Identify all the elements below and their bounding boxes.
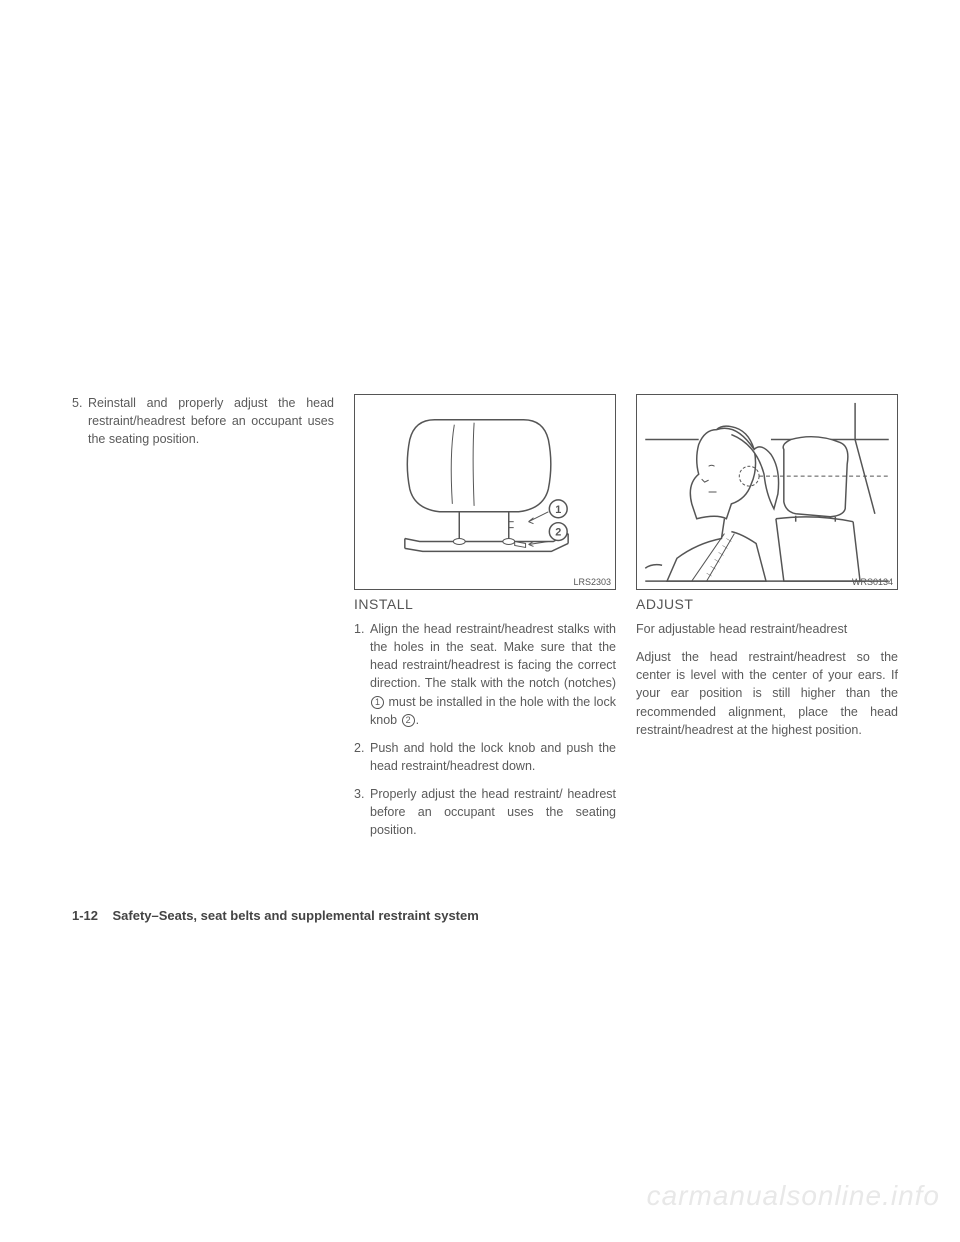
list-item-5: 5. Reinstall and properly adjust the hea… bbox=[72, 394, 334, 448]
adjust-para-1: For adjustable head restraint/headrest bbox=[636, 620, 898, 638]
list-number: 5. bbox=[72, 394, 88, 448]
circled-1-icon: 1 bbox=[371, 696, 384, 709]
figure-label: WRS0134 bbox=[852, 577, 893, 587]
list-number: 1. bbox=[354, 620, 370, 729]
section-title: Safety–Seats, seat belts and supplementa… bbox=[112, 908, 478, 923]
install-step-2: 2. Push and hold the lock knob and push … bbox=[354, 739, 616, 775]
svg-text:1: 1 bbox=[555, 504, 561, 516]
circled-2-icon: 2 bbox=[402, 714, 415, 727]
list-text: Push and hold the lock knob and push the… bbox=[370, 739, 616, 775]
page-footer: 1-12 Safety–Seats, seat belts and supple… bbox=[72, 908, 479, 923]
text-part-c: . bbox=[416, 713, 419, 727]
column-1: 5. Reinstall and properly adjust the hea… bbox=[72, 394, 334, 849]
figure-install: 1 2 LRS2303 bbox=[354, 394, 616, 590]
adjust-heading: ADJUST bbox=[636, 596, 898, 612]
list-number: 3. bbox=[354, 785, 370, 839]
list-text: Reinstall and properly adjust the head r… bbox=[88, 394, 334, 448]
figure-adjust: WRS0134 bbox=[636, 394, 898, 590]
list-text: Align the head restraint/headrest stalks… bbox=[370, 620, 616, 729]
figure-label: LRS2303 bbox=[573, 577, 611, 587]
headrest-adjust-illustration bbox=[637, 395, 897, 589]
column-3: WRS0134 ADJUST For adjustable head restr… bbox=[636, 394, 898, 849]
headrest-install-illustration: 1 2 bbox=[355, 395, 615, 589]
column-2: 1 2 LRS2303 INSTALL 1. Align the head re… bbox=[354, 394, 616, 849]
content-area: 5. Reinstall and properly adjust the hea… bbox=[72, 394, 894, 849]
svg-text:2: 2 bbox=[555, 527, 561, 539]
watermark: carmanualsonline.info bbox=[647, 1180, 940, 1212]
install-step-1: 1. Align the head restraint/headrest sta… bbox=[354, 620, 616, 729]
install-heading: INSTALL bbox=[354, 596, 616, 612]
list-number: 2. bbox=[354, 739, 370, 775]
list-text: Properly adjust the head restraint/ head… bbox=[370, 785, 616, 839]
page-number: 1-12 bbox=[72, 908, 98, 923]
adjust-para-2: Adjust the head restraint/headrest so th… bbox=[636, 648, 898, 739]
install-step-3: 3. Properly adjust the head restraint/ h… bbox=[354, 785, 616, 839]
text-part-a: Align the head restraint/headrest stalks… bbox=[370, 622, 616, 690]
